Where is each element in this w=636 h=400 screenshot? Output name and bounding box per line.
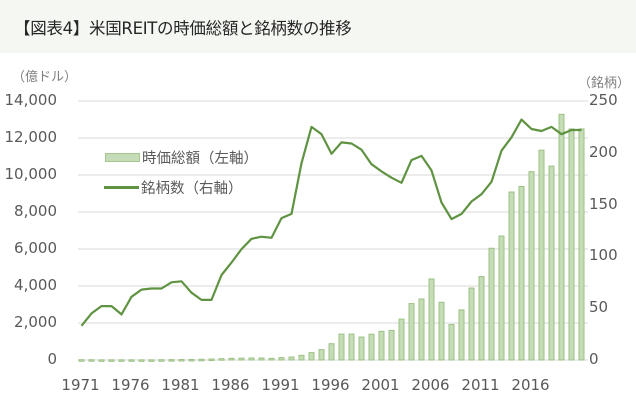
bar bbox=[478, 276, 485, 361]
bar bbox=[188, 358, 195, 362]
bar bbox=[128, 359, 135, 362]
bar bbox=[288, 356, 295, 361]
bar bbox=[398, 318, 405, 361]
bar bbox=[408, 303, 415, 361]
bar bbox=[498, 235, 505, 361]
legend-label-market-cap: 時価総額（左軸） bbox=[142, 151, 258, 167]
x-axis-tick: 1991 bbox=[261, 376, 300, 394]
ticker-count-line bbox=[80, 118, 582, 327]
x-axis-tick: 2001 bbox=[361, 376, 400, 394]
left-axis-tick: 10,000 bbox=[4, 165, 58, 183]
bar bbox=[508, 191, 515, 361]
bar bbox=[138, 359, 145, 362]
bar bbox=[228, 357, 235, 361]
bar bbox=[548, 165, 555, 361]
bar bbox=[358, 336, 365, 361]
x-axis-tick: 1986 bbox=[211, 376, 250, 394]
bar bbox=[468, 287, 475, 361]
bar bbox=[378, 330, 385, 361]
bar bbox=[198, 358, 205, 362]
left-axis-tick: 8,000 bbox=[14, 202, 57, 220]
right-axis-unit: （銘柄） bbox=[578, 76, 631, 91]
x-axis-tick: 2006 bbox=[411, 376, 450, 394]
bar bbox=[458, 309, 465, 361]
left-axis-tick: 4,000 bbox=[14, 276, 57, 294]
left-axis-tick: 2,000 bbox=[14, 313, 57, 331]
bar bbox=[348, 333, 355, 361]
chart-title: 【図表4】米国REITの時価総額と銘柄数の推移 bbox=[14, 19, 352, 38]
x-axis-tick: 1996 bbox=[311, 376, 350, 394]
bar bbox=[428, 278, 435, 361]
line-swatch-icon bbox=[104, 186, 139, 189]
bar bbox=[98, 359, 105, 362]
right-axis-tick: 250 bbox=[589, 91, 618, 109]
right-axis-tick: 150 bbox=[589, 194, 618, 213]
bar bbox=[148, 359, 155, 362]
bar bbox=[238, 357, 245, 361]
x-axis-tick: 2016 bbox=[511, 376, 550, 394]
bar bbox=[208, 358, 215, 361]
bar bbox=[388, 329, 395, 361]
bar bbox=[338, 333, 345, 361]
left-axis-tick: 0 bbox=[47, 350, 57, 368]
legend-item-ticker-count: 銘柄数（右軸） bbox=[104, 177, 243, 198]
left-axis-tick: 6,000 bbox=[14, 239, 57, 257]
right-axis-tick: 50 bbox=[589, 298, 609, 317]
bar bbox=[108, 359, 115, 362]
bar bbox=[528, 171, 535, 361]
bar bbox=[248, 357, 255, 361]
right-axis-tick: 0 bbox=[589, 350, 599, 368]
bar bbox=[518, 185, 525, 361]
title-band bbox=[0, 0, 636, 53]
left-axis-unit: （億ドル） bbox=[12, 70, 78, 85]
bar bbox=[308, 352, 315, 361]
legend-label-ticker-count: 銘柄数（右軸） bbox=[141, 181, 243, 197]
bar bbox=[448, 323, 455, 361]
bar bbox=[88, 359, 95, 362]
x-axis-tick: 1971 bbox=[61, 376, 100, 394]
bar bbox=[538, 149, 545, 361]
bar bbox=[568, 128, 575, 361]
legend-item-market-cap: 時価総額（左軸） bbox=[105, 147, 258, 168]
bar bbox=[158, 359, 165, 362]
x-axis-tick: 1976 bbox=[111, 376, 150, 394]
left-axis-tick: 12,000 bbox=[4, 128, 58, 146]
bar bbox=[418, 298, 425, 361]
bar bbox=[278, 357, 285, 361]
bar bbox=[578, 128, 585, 361]
bar-swatch-icon bbox=[105, 153, 140, 162]
bar bbox=[78, 359, 85, 362]
bar bbox=[558, 113, 565, 361]
bar bbox=[178, 359, 185, 362]
bar bbox=[318, 349, 325, 361]
bar bbox=[438, 301, 445, 361]
right-axis-tick: 200 bbox=[589, 142, 618, 161]
bar bbox=[218, 358, 225, 361]
bar bbox=[258, 357, 265, 361]
bar bbox=[168, 359, 175, 362]
bar bbox=[298, 354, 305, 361]
bar bbox=[118, 359, 125, 362]
left-axis-tick: 14,000 bbox=[4, 91, 58, 109]
right-axis-tick: 100 bbox=[589, 246, 618, 265]
bar bbox=[488, 247, 495, 361]
bar bbox=[368, 333, 375, 361]
bar bbox=[328, 343, 335, 361]
bar bbox=[268, 357, 275, 361]
x-axis-tick: 1981 bbox=[161, 376, 200, 394]
x-axis-tick: 2011 bbox=[461, 376, 500, 394]
